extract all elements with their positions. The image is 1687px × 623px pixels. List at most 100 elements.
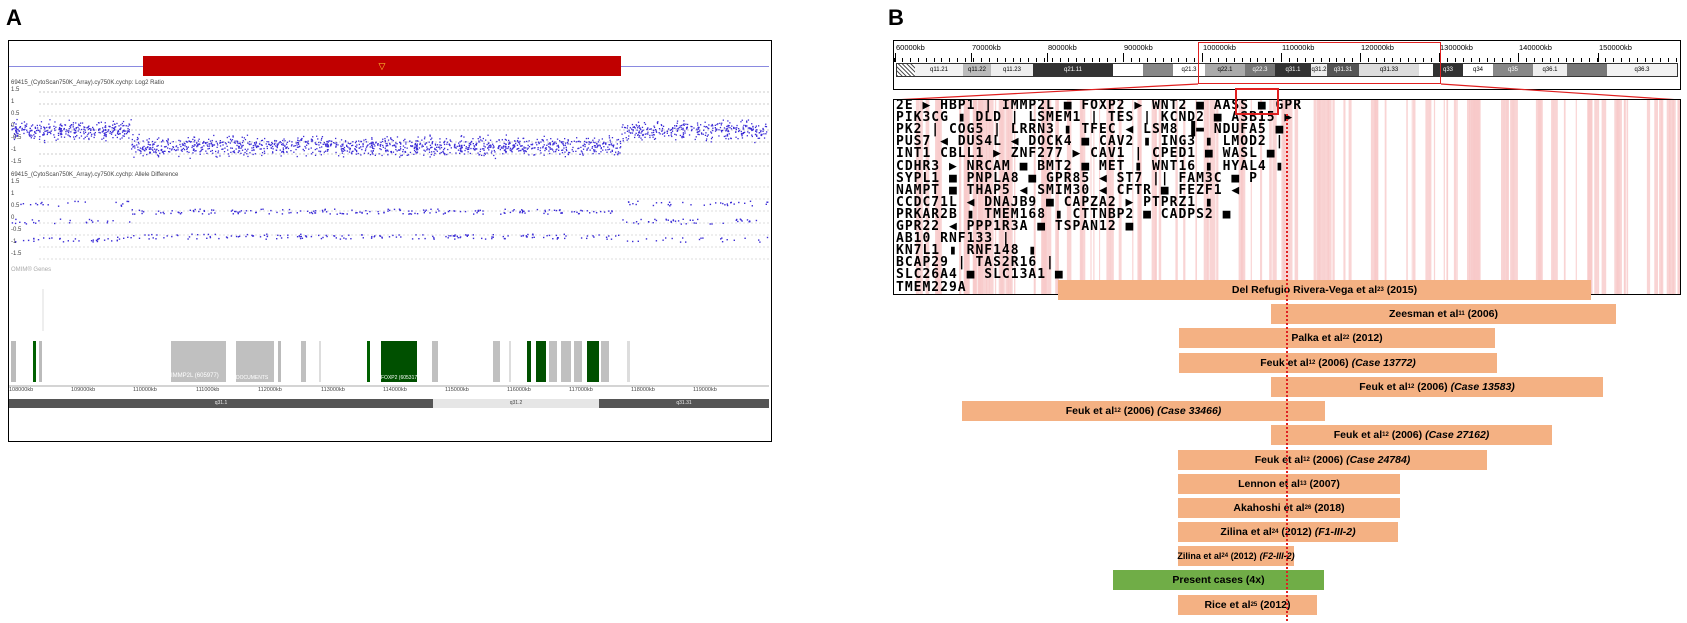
ruler-label: 120000kb: [1361, 43, 1394, 52]
ruler-minor-tick: [1210, 58, 1211, 62]
cnv-segment-deletion[interactable]: ▽: [143, 56, 621, 76]
ideogram-band: q36.3: [1607, 64, 1677, 76]
ruler-minor-tick: [1518, 58, 1520, 62]
ruler-minor-tick: [1162, 58, 1164, 62]
ideogram-band: [1113, 64, 1143, 76]
ruler-minor-tick: [1336, 58, 1338, 62]
ruler-minor-tick: [1202, 58, 1204, 62]
gene-row: SLC26A4 ■ SLC13A1 ■: [896, 267, 1064, 283]
ruler-minor-tick: [1036, 58, 1038, 62]
panel-b-label: B: [888, 5, 904, 30]
ruler-minor-tick: [1676, 58, 1678, 62]
ideogram-band: q31.31: [1327, 64, 1359, 76]
zoom-region-highlight: [1198, 42, 1441, 84]
log2-tick: 1.5: [11, 87, 20, 93]
ruler-minor-tick: [1454, 58, 1456, 62]
allele-tick: 1: [11, 191, 15, 197]
axis-tick-label: 111000kb: [196, 387, 220, 393]
study-bar-feuk-27162: Feuk et al 12 (2006) (Case 27162): [1271, 425, 1552, 445]
gene-row: AB10 RNF133 |: [896, 231, 1011, 247]
ruler-minor-tick: [1146, 58, 1148, 62]
ruler-minor-tick: [1217, 58, 1219, 62]
ruler-minor-tick: [909, 58, 911, 62]
gene-label-foxp2[interactable]: FOXP2 (605317): [381, 375, 419, 381]
ruler-minor-tick: [1431, 58, 1433, 62]
ruler-minor-tick: [1375, 58, 1377, 62]
ruler-minor-tick: [1368, 58, 1369, 62]
cytoband-bar: q31.1 q31.2 q31.31: [9, 399, 769, 408]
axis-tick-label: 115000kb: [445, 387, 469, 393]
allele-tick: -0.5: [11, 227, 22, 233]
ruler-minor-tick: [1589, 58, 1591, 62]
foxp2-highlight-box: [1235, 88, 1279, 115]
log2-track-label: 69415_(CytoScan750K_Array).cy750K.cychp:…: [11, 80, 165, 86]
ruler-minor-tick: [1028, 58, 1030, 62]
ruler-minor-tick: [1273, 58, 1275, 62]
ruler-minor-tick: [1423, 58, 1425, 62]
ruler-minor-tick: [988, 58, 990, 62]
log2-tick: 1: [11, 99, 15, 105]
ruler-tick: [1439, 53, 1440, 62]
gene-row: PUS7 ◀ DUS4L ◀ DOCK4 ■ CAV2 ▮ ING3 ▮ LMO…: [896, 134, 1285, 150]
ideogram-band: q22.1: [1205, 64, 1245, 76]
ruler-minor-tick: [1407, 58, 1409, 62]
allele-tick: -1.5: [11, 251, 22, 257]
ideogram-band: q11.22: [963, 64, 991, 76]
gene-label-immp2l[interactable]: IMMP2L (605977): [171, 373, 219, 379]
genes-track-label: OMIM® Genes: [11, 267, 52, 273]
ruler-minor-tick: [917, 58, 919, 62]
ideogram-band: [1419, 64, 1433, 76]
ruler-label: 130000kb: [1440, 43, 1473, 52]
gene-row: TMEM229A: [896, 279, 967, 295]
allele-tick: 1.5: [11, 179, 20, 185]
ideogram-band: q34: [1463, 64, 1493, 76]
ruler-minor-tick: [1020, 58, 1022, 62]
ruler-minor-tick: [1131, 58, 1132, 62]
ruler-minor-tick: [1541, 58, 1543, 62]
ruler-minor-tick: [941, 58, 943, 62]
ruler-minor-tick: [1415, 58, 1417, 62]
axis-tick-label: 110000kb: [133, 387, 157, 393]
ruler-minor-tick: [1233, 58, 1235, 62]
ruler-minor-tick: [1533, 58, 1535, 62]
ruler-minor-tick: [1557, 58, 1559, 62]
ruler-tick: [1281, 53, 1282, 62]
ruler-minor-tick: [901, 58, 903, 62]
ruler-minor-tick: [1241, 58, 1243, 62]
ruler-minor-tick: [973, 58, 974, 62]
ruler-minor-tick: [1439, 58, 1441, 62]
ruler-minor-tick: [1605, 58, 1606, 62]
log2-tick: -1.5: [11, 159, 22, 165]
ruler-label: 80000kb: [1048, 43, 1077, 52]
ideogram-band: q11.21: [915, 64, 963, 76]
ideogram-band: [1567, 64, 1607, 76]
ideogram-band: q31.2: [1311, 64, 1327, 76]
ruler-tick: [895, 53, 896, 62]
ruler-minor-tick: [894, 58, 895, 62]
ruler-minor-tick: [980, 58, 982, 62]
gene-row: NAMPT ■ THAP5 ◀ SMIM30 ◀ CFTR ■ FEZF1 ◀: [896, 182, 1241, 198]
ruler-minor-tick: [925, 58, 927, 62]
study-bar-akahoshi: Akahoshi et al 26 (2018): [1178, 498, 1400, 518]
study-bar-rice: Rice et al 25 (2012): [1178, 595, 1317, 615]
gene-row: BCAP29 | TAS2R16 |: [896, 255, 1055, 271]
study-bar-zeesman: Zeesman et al 11 (2006): [1271, 304, 1616, 324]
ruler-minor-tick: [1502, 58, 1504, 62]
ruler-minor-tick: [1075, 58, 1077, 62]
ruler-minor-tick: [957, 58, 959, 62]
band-q31-31: q31.31: [676, 400, 692, 406]
study-bar-feuk-24784: Feuk et al 12 (2006) (Case 24784): [1178, 450, 1487, 470]
gene-row: PK2 | COG5 | LRRN3 ▮ TFEC ◀ LSM8 ▐▬ NDUF…: [896, 122, 1285, 138]
zoom-connector-lines: [893, 83, 1681, 101]
gene-label-documents[interactable]: DOCUMENTS: [236, 375, 269, 381]
ruler-minor-tick: [1636, 58, 1638, 62]
ruler-tick: [1360, 53, 1361, 62]
allele-tick: 0: [11, 215, 15, 221]
ruler-tick: [1123, 53, 1124, 62]
axis-tick-label: 109000kb: [71, 387, 96, 393]
ruler-minor-tick: [1494, 58, 1496, 62]
ruler-minor-tick: [1225, 58, 1227, 62]
study-bar-feuk-13772: Feuk et al 12 (2006) (Case 13772): [1179, 353, 1497, 373]
ruler-minor-tick: [1352, 58, 1354, 62]
ruler-label: 100000kb: [1203, 43, 1236, 52]
